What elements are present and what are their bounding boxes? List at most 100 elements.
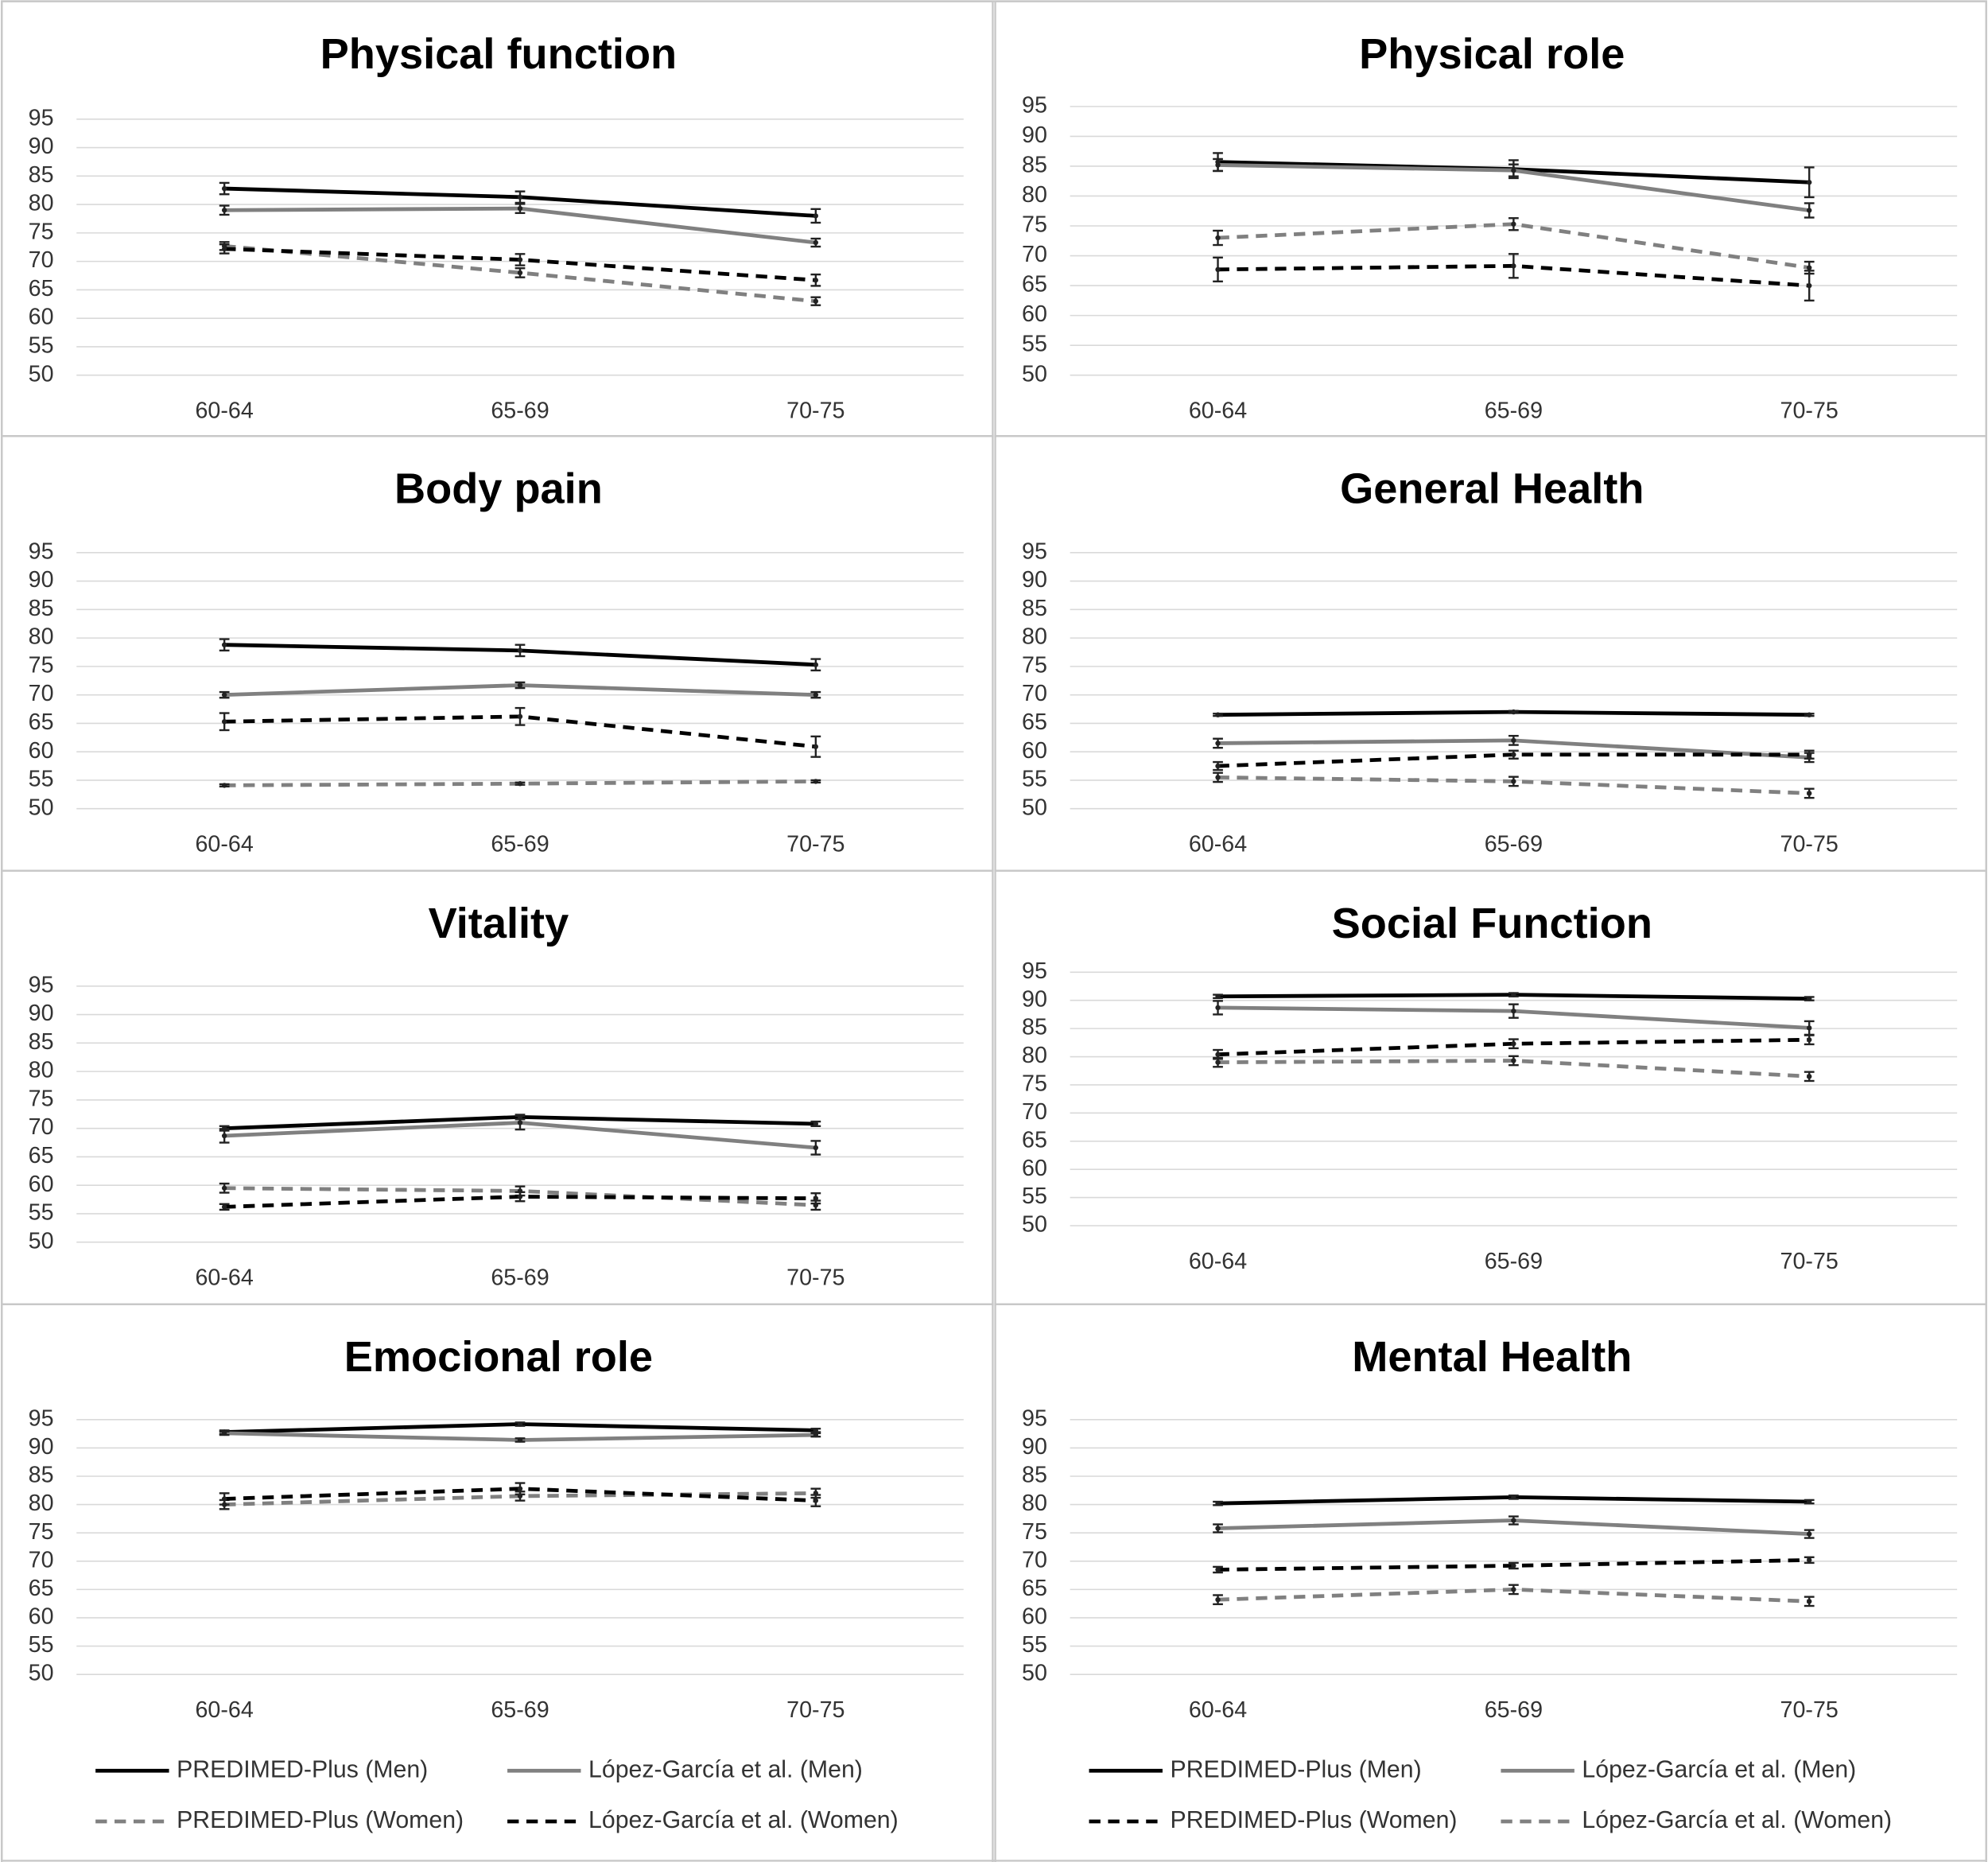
error-bar [1804,1596,1815,1607]
y-tick-label: 65 [1022,709,1047,735]
point [1511,737,1516,744]
x-tick-label: 65-69 [1485,1697,1543,1723]
y-tick-label: 60 [29,1604,54,1630]
x-tick-label: 60-64 [195,398,253,423]
y-tick-label: 50 [1022,1661,1047,1686]
y-tick-label: 80 [29,191,54,216]
legend-label: López-García et al. (Women) [588,1807,899,1833]
x-tick-label: 60-64 [1189,1249,1247,1274]
error-bar [1804,202,1815,219]
error-bar [219,1430,230,1436]
error-bar [514,1114,526,1131]
y-tick-label: 50 [1022,795,1047,820]
point [1215,1567,1221,1572]
error-bar [810,779,821,784]
error-bar [1804,1034,1815,1046]
y-tick-label: 90 [1022,986,1047,1012]
error-bar [1213,1523,1223,1534]
point [1511,1518,1516,1523]
error-bar [514,1482,526,1495]
error-bar [810,1494,821,1507]
y-tick-label: 55 [1022,1632,1047,1658]
point [1511,709,1516,715]
y-tick-label: 70 [29,681,54,706]
error-bar [219,1203,230,1211]
error-bar [810,1192,821,1205]
point [1511,779,1516,784]
point [1807,1499,1812,1505]
error-bar [1508,1038,1519,1050]
legend-label: López-García et al. (Women) [1582,1807,1892,1833]
y-tick-label: 50 [29,1228,54,1254]
point [1511,221,1516,227]
y-tick-label: 60 [1022,738,1047,764]
error-bar [810,1428,821,1433]
y-tick-label: 55 [29,1632,54,1658]
y-tick-label: 80 [1022,624,1047,650]
y-tick-label: 70 [29,247,54,273]
y-tick-label: 65 [1022,1576,1047,1601]
x-tick-label: 70-75 [786,832,845,857]
x-tick-label: 60-64 [195,832,253,857]
x-tick-label: 65-69 [491,398,549,423]
error-bar [810,1120,821,1127]
error-bar [810,296,821,306]
error-bar [1508,1515,1519,1526]
point [1807,1074,1812,1079]
point [221,185,227,192]
point [221,783,227,788]
point [1215,993,1221,999]
point [1511,1587,1516,1592]
y-tick-label: 85 [1022,1463,1047,1488]
point [1215,266,1221,273]
y-tick-label: 90 [29,134,54,159]
x-tick-label: 70-75 [1780,1697,1839,1723]
x-tick-label: 65-69 [491,832,549,857]
point [1215,1005,1221,1011]
y-tick-label: 70 [1022,1099,1047,1125]
y-tick-label: 75 [29,1086,54,1111]
y-tick-label: 90 [1022,1434,1047,1460]
point [813,1432,819,1438]
point [1215,1059,1221,1065]
point [1215,763,1221,769]
error-bar [1213,772,1223,783]
y-tick-label: 85 [1022,596,1047,621]
legend-label: López-García et al. (Men) [1582,1756,1856,1782]
y-tick-label: 85 [29,1463,54,1488]
error-bar [514,203,526,215]
y-tick-label: 60 [1022,301,1047,327]
point [1215,1052,1221,1057]
y-tick-label: 55 [1022,332,1047,357]
y-tick-label: 95 [29,1405,54,1431]
error-bar [514,190,526,204]
x-tick-label: 70-75 [786,398,845,423]
x-tick-label: 70-75 [786,1697,845,1723]
y-tick-label: 95 [1022,1405,1047,1431]
chart-title: Emocional role [344,1333,653,1381]
x-tick-label: 60-64 [1189,398,1247,423]
point [517,257,523,262]
point [813,1195,819,1201]
point [517,1194,523,1199]
point [1511,168,1516,173]
y-tick-label: 55 [1022,767,1047,792]
point [517,781,523,787]
x-tick-label: 65-69 [1485,832,1543,857]
chart-title: Social Function [1332,900,1652,947]
point [221,642,227,647]
point [221,246,227,252]
error-bar [810,690,821,699]
point [1511,263,1516,269]
error-bar [1508,1584,1519,1596]
x-tick-label: 60-64 [1189,1697,1247,1723]
point [813,298,819,304]
error-bar [1213,1000,1223,1016]
point [1807,791,1812,796]
point [517,1421,523,1427]
point [1807,1037,1812,1043]
point [517,682,523,688]
error-bar [810,208,821,224]
x-tick-label: 60-64 [1189,832,1247,857]
